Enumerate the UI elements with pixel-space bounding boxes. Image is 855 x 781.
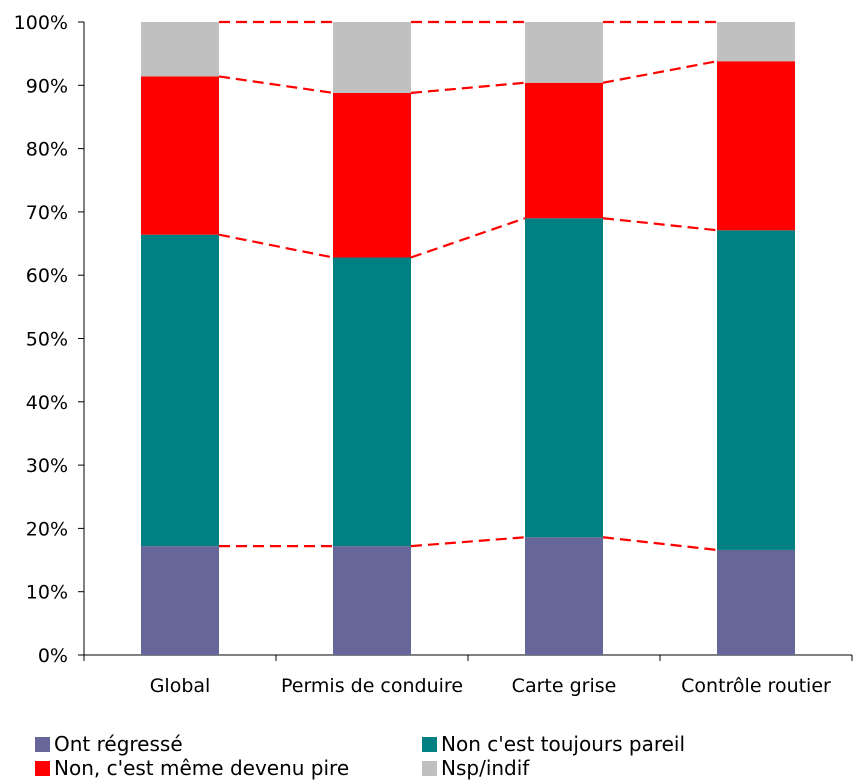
legend-label: Nsp/indif bbox=[441, 756, 530, 780]
bar-segment bbox=[525, 22, 603, 83]
x-tick-label: Contrôle routier bbox=[681, 675, 831, 697]
x-axis: Global Permis de conduire Carte grise Contr… bbox=[83, 654, 853, 697]
y-tick-label: 60% bbox=[26, 265, 68, 287]
legend-label: Non, c'est même devenu pire bbox=[54, 756, 350, 780]
legend-swatch bbox=[422, 760, 437, 776]
y-tick-label: 10% bbox=[26, 582, 68, 604]
x-tick-label: Global bbox=[150, 675, 211, 697]
bars bbox=[141, 22, 795, 655]
y-tick-label: 20% bbox=[26, 518, 68, 540]
y-tick-label: 40% bbox=[26, 392, 68, 414]
legend-swatch bbox=[422, 736, 437, 752]
bar-segment bbox=[141, 234, 219, 547]
y-tick-label: 70% bbox=[26, 202, 68, 224]
y-tick-label: 30% bbox=[26, 455, 68, 477]
connector-lines bbox=[218, 20, 718, 552]
connector-line bbox=[410, 81, 526, 94]
bar-segment bbox=[525, 537, 603, 655]
connector-line bbox=[602, 60, 718, 84]
bar-segment bbox=[717, 22, 795, 62]
y-tick-label: 100% bbox=[14, 12, 68, 34]
legend-label: Ont régressé bbox=[54, 732, 183, 756]
connector-line bbox=[410, 536, 526, 548]
bar-segment bbox=[333, 92, 411, 258]
y-axis: 0% 10% 20% 30% 40% 50% 60% 70% 80% 90% 100% bbox=[14, 12, 85, 667]
bar-segment bbox=[717, 549, 795, 655]
bar-segment bbox=[717, 230, 795, 550]
x-tick-label: Permis de conduire bbox=[281, 675, 463, 697]
bar-segment bbox=[525, 218, 603, 538]
connector-line bbox=[410, 217, 526, 259]
x-tick-label: Carte grise bbox=[512, 675, 617, 697]
connector-line bbox=[602, 217, 718, 232]
legend-item-devenu-pire: Non, c'est même devenu pire bbox=[35, 757, 349, 779]
y-tick-label: 0% bbox=[38, 645, 68, 667]
legend-item-toujours-pareil: Non c'est toujours pareil bbox=[422, 733, 685, 755]
y-tick-label: 50% bbox=[26, 329, 68, 351]
y-tick-label: 90% bbox=[26, 75, 68, 97]
legend-label: Non c'est toujours pareil bbox=[441, 732, 686, 756]
bar-segment bbox=[333, 546, 411, 655]
legend-swatch bbox=[35, 760, 50, 776]
bar-segment bbox=[141, 76, 219, 235]
y-tick-label: 80% bbox=[26, 139, 68, 161]
bar-segment bbox=[333, 257, 411, 547]
bar-segment bbox=[141, 546, 219, 655]
legend-swatch bbox=[35, 736, 50, 752]
legend: Ont régressé Non c'est toujours pareil N… bbox=[35, 733, 835, 781]
connector-line bbox=[218, 75, 334, 94]
bar-segment bbox=[525, 82, 603, 219]
bar-segment bbox=[141, 22, 219, 77]
bar-segment bbox=[717, 61, 795, 231]
stacked-bar-chart: 0% 10% 20% 30% 40% 50% 60% 70% 80% 90% 100% Global… bbox=[14, 12, 853, 697]
legend-item-nsp-indif: Nsp/indif bbox=[422, 757, 529, 779]
connector-line bbox=[218, 233, 334, 259]
bar-segment bbox=[333, 22, 411, 93]
connector-line bbox=[602, 536, 718, 552]
legend-item-ont-regresse: Ont régressé bbox=[35, 733, 183, 755]
